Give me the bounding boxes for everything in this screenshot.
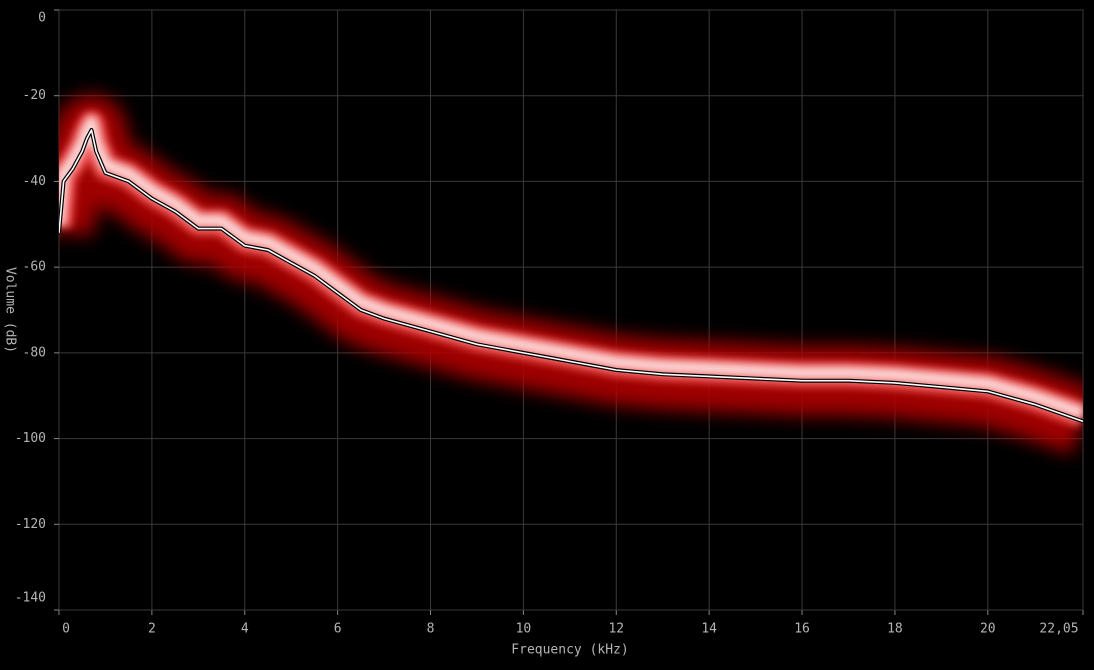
labels: 0 2 4 6 8 10 12 14 16 18 20 22,05 0 -20 -40 -60 -80 -100 -… [15,11,1079,637]
y-axis-label: Volume (dB) [3,267,18,353]
x-tick-label: 14 [701,622,717,637]
x-tick-label: 2 [148,622,156,637]
x-tick-label: 22,05 [1039,622,1078,637]
y-tick-label: -60 [23,260,46,275]
x-tick-label: 8 [427,622,435,637]
x-tick-label: 6 [334,622,342,637]
y-tick-label: -80 [23,345,46,360]
x-tick-label: 18 [887,622,903,637]
y-tick-label: -140 [15,591,46,606]
x-tick-label: 20 [980,622,996,637]
y-tick-label: -40 [23,174,46,189]
x-tick-label: 12 [608,622,624,637]
x-tick-label: 10 [516,622,532,637]
x-axis-label: Frequency (kHz) [511,643,628,658]
x-tick-label: 16 [794,622,810,637]
y-tick-label: -120 [15,517,46,532]
y-tick-label: -20 [23,88,46,103]
lines [59,128,1083,424]
x-tick-label: 0 [62,622,70,637]
plot-area [58,9,1084,611]
line [59,129,1083,423]
y-tick-label: -100 [15,431,46,446]
x-tick-label: 4 [241,622,249,637]
y-tick-label: 0 [38,11,46,26]
